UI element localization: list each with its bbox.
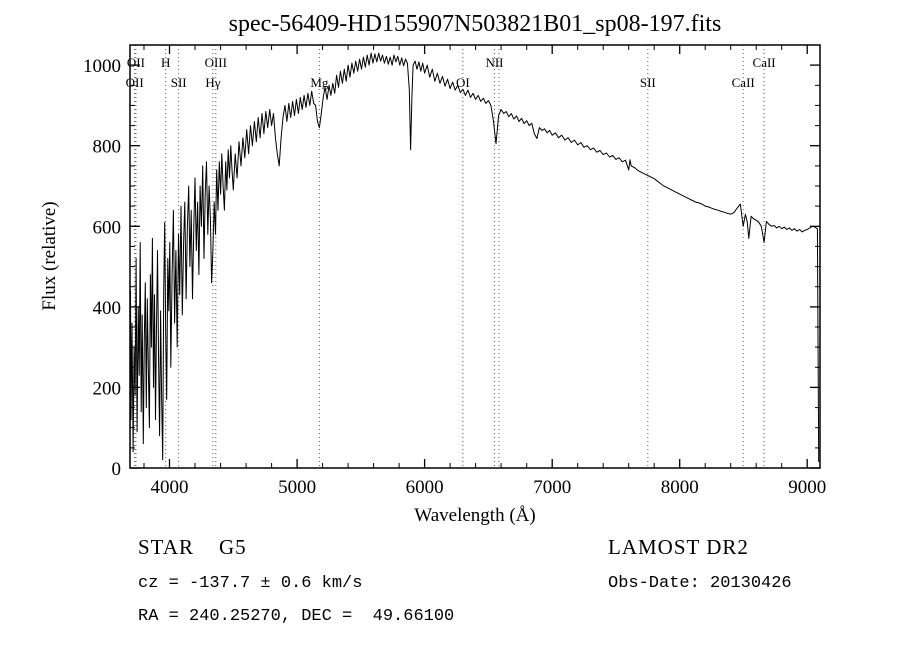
object-class-label: STAR G5 bbox=[138, 535, 247, 559]
survey-release-label: LAMOST DR2 bbox=[608, 535, 749, 559]
y-tick-label: 0 bbox=[112, 459, 122, 480]
y-tick-label: 400 bbox=[93, 298, 122, 319]
spectral-line-label: CaII bbox=[753, 55, 776, 70]
x-tick-label: 4000 bbox=[151, 477, 189, 498]
x-tick-label: 7000 bbox=[533, 477, 571, 498]
spectral-line-label: OIII bbox=[205, 55, 227, 70]
coordinates-label: RA = 240.25270, DEC = 49.66100 bbox=[138, 607, 454, 626]
x-tick-label: 8000 bbox=[661, 477, 699, 498]
y-axis-label: Flux (relative) bbox=[39, 201, 60, 310]
plot-border bbox=[129, 44, 821, 469]
axes: 4000 5000 6000 7000 8000 9000 0 200 400 600 800 100… bbox=[83, 44, 826, 498]
spectral-line-label: OII bbox=[126, 75, 144, 90]
x-tick-label: 5000 bbox=[278, 477, 316, 498]
obs-date-label: Obs-Date: 20130426 bbox=[608, 574, 792, 593]
spectral-line-label: Hγ bbox=[205, 75, 220, 90]
spectral-line-label: CaII bbox=[732, 75, 755, 90]
plot-title: spec-56409-HD155907N503821B01_sp08-197.f… bbox=[229, 11, 722, 37]
cz-value-label: cz = -137.7 ± 0.6 km/s bbox=[138, 574, 362, 593]
spectral-line-label: OI bbox=[456, 75, 470, 90]
x-axis-label: Wavelength (Å) bbox=[414, 505, 535, 526]
y-tick-label: 200 bbox=[93, 378, 122, 399]
x-tick-label: 9000 bbox=[788, 477, 826, 498]
spectrum-line bbox=[129, 52, 820, 465]
x-tick-label: 6000 bbox=[406, 477, 444, 498]
spectral-line-label: OII bbox=[127, 55, 145, 70]
y-tick-label: 600 bbox=[93, 217, 122, 238]
spectral-line-label: NII bbox=[485, 55, 503, 70]
spectral-line-label: Mg bbox=[310, 75, 329, 90]
spectral-line-label: H bbox=[161, 55, 170, 70]
spectral-line-label: SII bbox=[171, 75, 187, 90]
spectral-line-label: SII bbox=[640, 75, 656, 90]
y-tick-label: 800 bbox=[93, 137, 122, 158]
y-tick-label: 1000 bbox=[83, 56, 121, 77]
